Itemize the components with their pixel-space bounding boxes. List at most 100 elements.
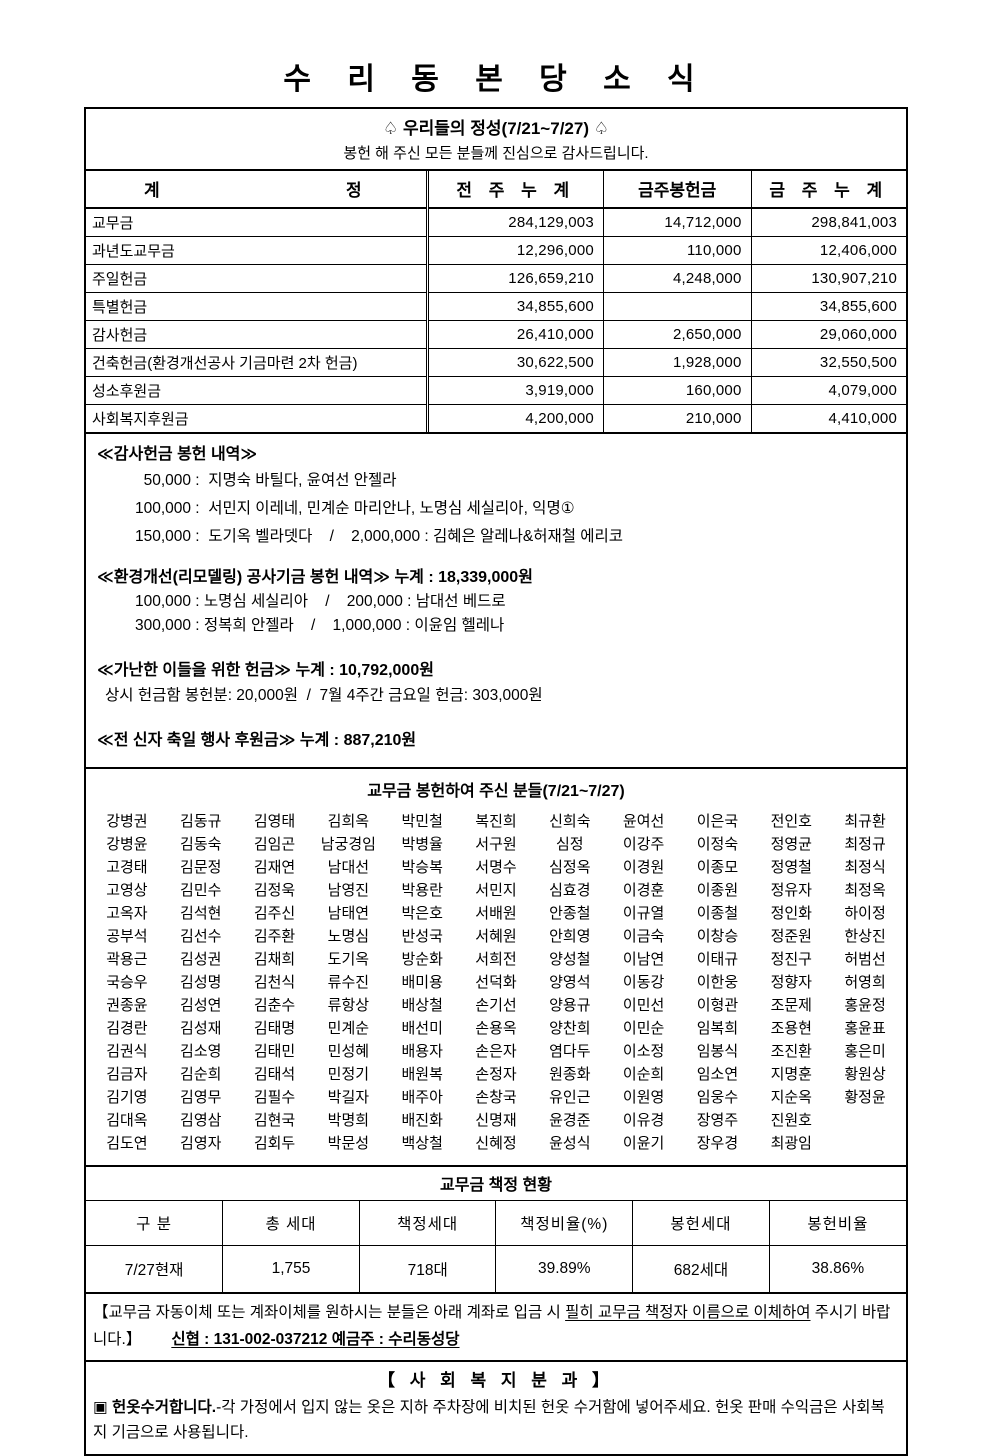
welfare-lead: ▣ 헌옷수거합니다. <box>93 1399 217 1416</box>
donor-name: 김춘수 <box>253 997 296 1014</box>
donor-name: 이민선 <box>622 997 665 1014</box>
donor-name: 김태민 <box>253 1043 296 1060</box>
offering-row: 건축헌금(환경개선공사 기금마련 2차 헌금) 30,622,500 1,928… <box>86 348 906 377</box>
donor-name: 곽용근 <box>106 951 148 968</box>
col-header-week-offering: 금주봉헌금 <box>602 171 751 209</box>
donor-name: 진원호 <box>770 1112 812 1129</box>
donor-name: 홍윤정 <box>844 997 886 1014</box>
donor-name: 이유경 <box>622 1112 665 1129</box>
donor-name: 윤경준 <box>549 1112 591 1129</box>
donor-name: 배미용 <box>401 974 443 991</box>
donor-name: 박길자 <box>327 1089 370 1106</box>
donor-row: 공부석 김선수 김주환 노명심 반성국 서혜원 안희영 이금숙 이창승 정준원 … <box>90 925 902 948</box>
donor-name: 민성혜 <box>327 1043 370 1060</box>
donor-name: 남태연 <box>327 905 370 922</box>
donor-name: 이강주 <box>622 836 665 853</box>
offering-week-amount: 160,000 <box>602 376 751 405</box>
donor-name: 손은자 <box>475 1043 517 1060</box>
donor-name: 박승복 <box>401 859 443 876</box>
donor-row: 강병윤 김동숙 김임곤 남궁경임 박병율 서구원 심정 이강주 이정숙 정영균 … <box>90 833 902 856</box>
donor-name: 하이정 <box>844 905 886 922</box>
donor-name: 김현국 <box>253 1112 296 1129</box>
assessment-assessed-households: 718대 <box>358 1245 496 1292</box>
donor-name: 양찬희 <box>549 1020 591 1037</box>
offering-prev-total: 12,296,000 <box>425 236 604 265</box>
donor-name: 국승우 <box>106 974 148 991</box>
feast-fund-section: ≪전 신자 축일 행사 후원금≫ 누계 : 887,210원 <box>97 729 895 753</box>
donor-name: 서혜원 <box>475 928 517 945</box>
donor-name: 박병율 <box>401 836 443 853</box>
donor-name: 이태규 <box>696 951 739 968</box>
donor-name: 손기선 <box>475 997 517 1014</box>
assessment-header-row: 구 분 총 세대 책정세대 책정비율(%) 봉헌세대 봉헌비율 <box>86 1201 906 1246</box>
offering-row: 교무금 284,129,003 14,712,000 298,841,003 <box>86 207 906 237</box>
col-header-category-left: 계 <box>144 181 160 200</box>
donor-name: 배선미 <box>401 1020 443 1037</box>
assessment-offering-households: 682세대 <box>632 1245 770 1292</box>
donor-name: 심정옥 <box>549 859 591 876</box>
donation-names: : 정복희 안젤라 / 1,000,000 : 이윤임 헬레나 <box>191 617 505 634</box>
donor-name: 임소연 <box>696 1066 739 1083</box>
donor-row: 김경란 김성재 김태명 민계순 배선미 손용옥 양찬희 이민순 임복희 조용현 … <box>90 1017 902 1040</box>
donor-name: 양용규 <box>549 997 591 1014</box>
transfer-notice-text: 【교무금 자동이체 또는 계좌이체를 원하시는 분들은 아래 계좌로 입금 시 <box>93 1304 566 1321</box>
offering-week-total: 4,079,000 <box>750 376 906 405</box>
welfare-title: 【 사 회 복 지 분 과 】 <box>378 1371 614 1390</box>
donor-name: 임웅수 <box>696 1089 739 1106</box>
donor-name: 김순희 <box>180 1066 222 1083</box>
offering-week-amount: 1,928,000 <box>602 348 751 377</box>
bulletin-sheet: 수 리 동 본 당 소 식 ♤ 우리들의 정성(7/21~7/27) ♤ 봉헌 … <box>84 0 908 1456</box>
donor-name: 정유자 <box>770 882 812 899</box>
donor-name: 정준원 <box>770 928 812 945</box>
donor-name: 이경원 <box>622 859 665 876</box>
donor-name: 한상진 <box>844 928 886 945</box>
assessment-col-offering-ratio: 봉헌비율 <box>768 1201 906 1246</box>
donor-name: 김성연 <box>180 997 222 1014</box>
donor-row: 고경태 김문정 김재연 남대선 박승복 서명수 심정옥 이경원 이종모 정영철 … <box>90 856 902 879</box>
donor-name: 임봉식 <box>696 1043 739 1060</box>
donor-name: 권종윤 <box>106 997 148 1014</box>
donor-name: 정향자 <box>770 974 812 991</box>
offering-name: 사회복지후원금 <box>86 404 428 432</box>
donor-name: 백상철 <box>401 1135 443 1152</box>
donor-name: 노명심 <box>327 928 370 945</box>
donor-name: 이원영 <box>622 1089 665 1106</box>
donor-name: 김채희 <box>253 951 296 968</box>
donor-name: 이남연 <box>622 951 665 968</box>
donor-name: 방순화 <box>401 951 443 968</box>
donor-name: 정진구 <box>770 951 812 968</box>
donor-name: 선덕화 <box>475 974 517 991</box>
donors-title: 교무금 봉헌하여 주신 분들(7/21~7/27) <box>367 783 625 800</box>
donor-name: 지명훈 <box>770 1066 812 1083</box>
donor-name: 서민지 <box>475 882 517 899</box>
donor-row: 김금자 김순희 김태석 민정기 배원복 손정자 원종화 이순희 임소연 지명훈 … <box>90 1063 902 1086</box>
donor-name: 최규환 <box>844 813 886 830</box>
donor-name: 조진환 <box>770 1043 812 1060</box>
donation-amount: 50,000 <box>143 472 191 489</box>
donor-name: 서배원 <box>475 905 517 922</box>
transfer-notice: 【교무금 자동이체 또는 계좌이체를 원하시는 분들은 아래 계좌로 입금 시 … <box>86 1292 906 1360</box>
offering-week-total: 34,855,600 <box>750 292 906 321</box>
offering-row: 특별헌금 34,855,600 34,855,600 <box>86 292 906 321</box>
donor-name: 김동숙 <box>180 836 222 853</box>
donor-name: 김권식 <box>106 1043 148 1060</box>
donor-name: 이소정 <box>622 1043 665 1060</box>
donor-name: 손용옥 <box>475 1020 517 1037</box>
offering-week-amount <box>602 292 751 321</box>
donor-name: 서구원 <box>475 836 517 853</box>
donor-name: 김주신 <box>253 905 296 922</box>
donors-section: 교무금 봉헌하여 주신 분들(7/21~7/27) 강병권 김동규 김영태 김희… <box>86 767 906 1165</box>
feast-fund-title: ≪전 신자 축일 행사 후원금≫ 누계 : 887,210원 <box>97 732 417 749</box>
donor-name: 김소영 <box>180 1043 222 1060</box>
donor-name: 강병윤 <box>106 836 148 853</box>
donor-row: 김도연 김영자 김회두 박문성 백상철 신혜정 윤성식 이윤기 장우경 최광임 <box>90 1132 902 1155</box>
donor-name: 지순옥 <box>770 1089 812 1106</box>
donor-row: 국승우 김성명 김천식 류수진 배미용 선덕화 양영석 이동강 이한웅 정향자 … <box>90 971 902 994</box>
thanks-detail-title: ≪감사헌금 봉헌 내역≫ <box>97 446 258 463</box>
donor-name: 고옥자 <box>106 905 148 922</box>
donation-names: : 도기옥 벨라뎃다 / 2,000,000 : 김혜은 알레나&허재철 에리코 <box>191 528 624 545</box>
donor-name: 김성권 <box>180 951 222 968</box>
assessment-col-total-households: 총 세대 <box>222 1201 360 1246</box>
assessment-col-assessed-households: 책정세대 <box>358 1201 496 1246</box>
donor-name: 이윤기 <box>622 1135 665 1152</box>
